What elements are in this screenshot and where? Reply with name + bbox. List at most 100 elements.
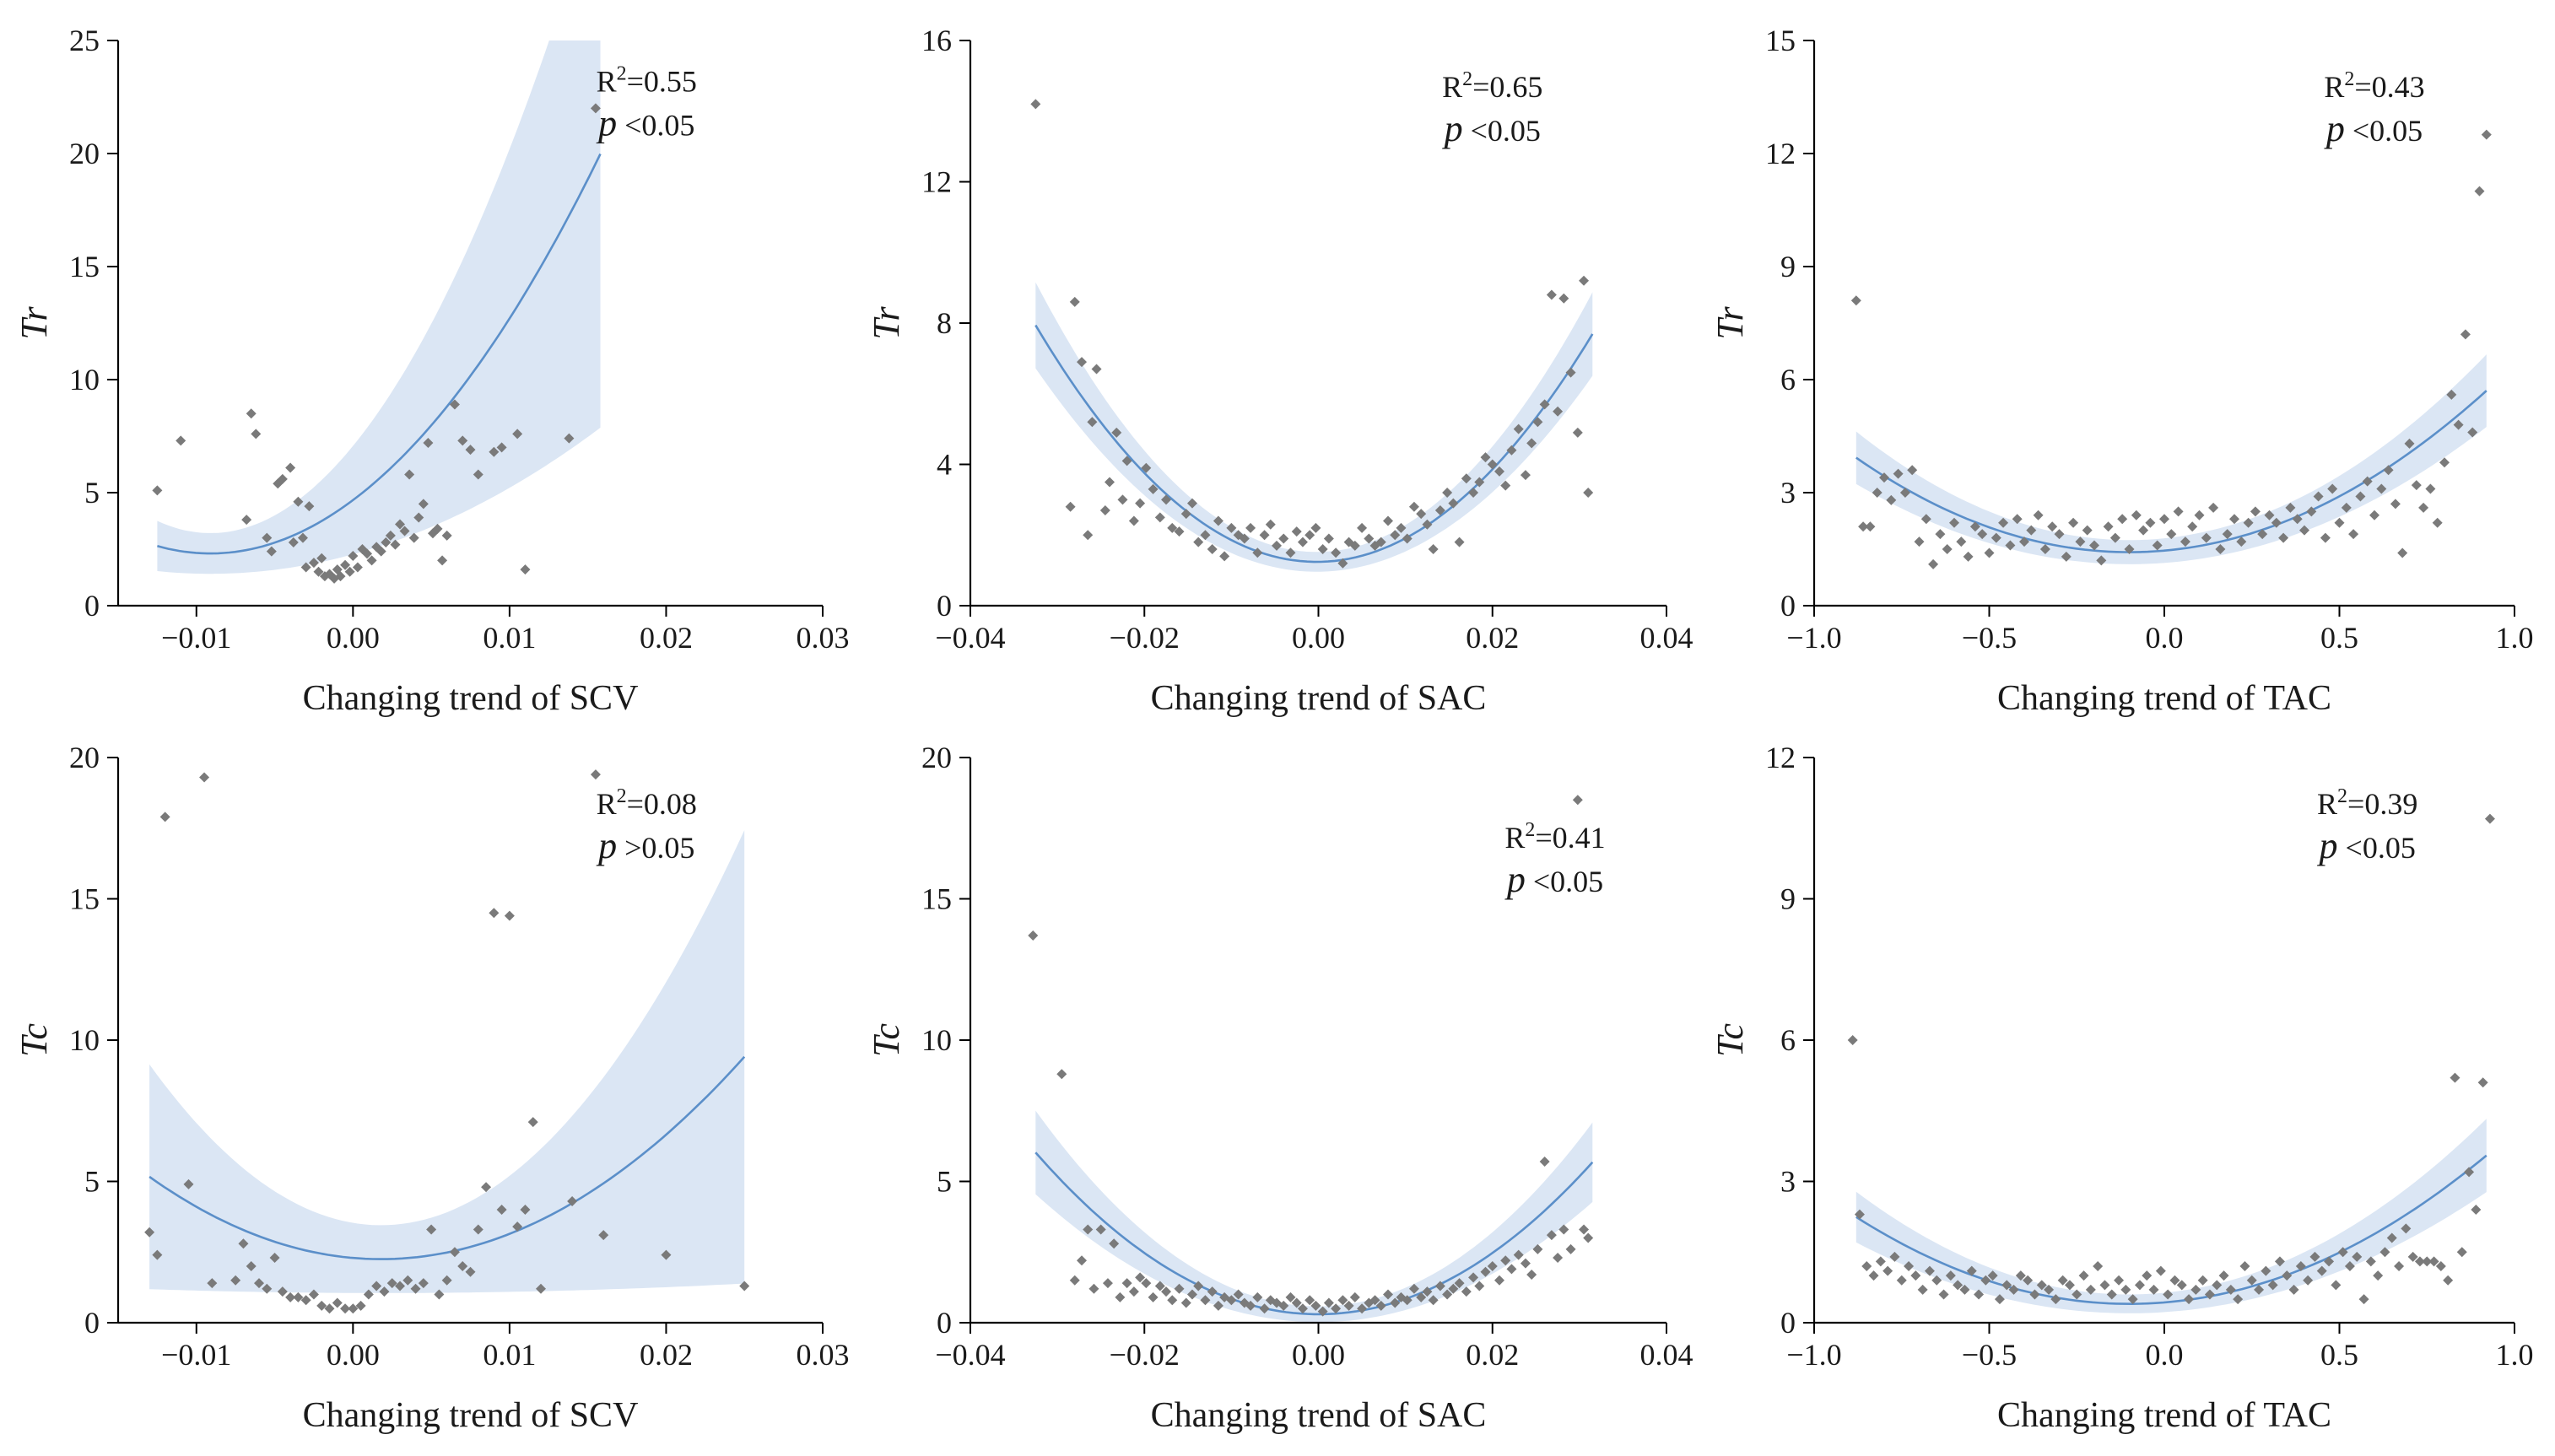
scatter-point [348, 551, 359, 562]
scatter-point [2484, 813, 2495, 824]
scatter-point [1297, 537, 1308, 547]
scatter-point [1402, 1295, 1413, 1306]
scatter-point [1102, 1278, 1113, 1289]
scatter-point [2422, 1256, 2433, 1267]
x-axis-title: Changing trend of SCV [303, 1396, 639, 1435]
scatter-point [1135, 1272, 1146, 1283]
scatter-point [395, 519, 405, 530]
scatter-point [2386, 1232, 2397, 1243]
scatter-point [2446, 389, 2457, 400]
x-tick-label: 0.02 [1466, 1338, 1519, 1372]
scatter-point [1969, 521, 1980, 532]
scatter-point [2334, 517, 2345, 528]
scatter-point [1121, 1278, 1132, 1289]
p-value-label: p <0.05 [1442, 108, 1541, 149]
chart-panel-5: −0.04 −0.02 0.00 0.02 0.04 0 5 10 15 20 Changing t… [866, 741, 1693, 1435]
scatter-point [313, 566, 324, 577]
scatter-point [1994, 1294, 2005, 1305]
scatter-point [2072, 1289, 2082, 1300]
scatter-point [418, 499, 429, 510]
scatter-point [2044, 1284, 2055, 1295]
scatter-point [2166, 529, 2177, 540]
scatter-point [1868, 1270, 1879, 1281]
scatter-point [1506, 1264, 1517, 1275]
scatter-point [1984, 547, 1995, 558]
scatter-point [1207, 544, 1218, 554]
scatter-point [1879, 472, 1889, 483]
chart-panel-3: −1.0 −0.5 0.0 0.5 1.0 0 3 6 9 12 15 Changing trend … [1710, 24, 2534, 718]
scatter-point [2124, 544, 2135, 554]
scatter-point [152, 1249, 163, 1260]
scatter-point [1956, 537, 1967, 547]
y-tick-label: 5 [84, 1165, 100, 1199]
scatter-point [399, 526, 410, 537]
scatter-point [1278, 533, 1289, 544]
scatter-point [496, 442, 507, 453]
scatter-point [2197, 1275, 2208, 1286]
scatter-point [1375, 1300, 1386, 1311]
scatter-point [2184, 1294, 2195, 1305]
scatter-point [1245, 1300, 1256, 1311]
scatter-point [2327, 483, 2338, 494]
scatter-point [1402, 533, 1413, 544]
x-tick-label: −0.04 [935, 1338, 1005, 1372]
scatter-point [2369, 510, 2379, 520]
scatter-point [2324, 1256, 2335, 1267]
scatter-point [1858, 521, 1869, 532]
scatter-point [2078, 1270, 2089, 1281]
scatter-point [1180, 509, 1191, 520]
scatter-point [739, 1281, 750, 1292]
scatter-point [1886, 494, 1897, 505]
scatter-point [2264, 510, 2275, 520]
scatter-point [404, 469, 415, 480]
x-tick-label: 0.03 [797, 621, 850, 655]
scatter-point [300, 1295, 311, 1306]
scatter-point [2439, 457, 2450, 468]
scatter-point [2271, 517, 2282, 528]
scatter-point [2047, 521, 2058, 532]
fit-curve [1855, 390, 2487, 553]
x-tick-label: 0.02 [640, 621, 693, 655]
scatter-point [1974, 1289, 1985, 1300]
scatter-point [2292, 514, 2303, 525]
scatter-point [288, 537, 299, 547]
x-tick-label: 0.02 [640, 1338, 693, 1372]
scatter-point [1966, 1265, 1977, 1276]
scatter-point [2450, 1072, 2460, 1083]
r-squared-superscript: 2 [617, 785, 627, 807]
scatter-point [1583, 1232, 1594, 1243]
scatter-point [1558, 1224, 1569, 1235]
scatter-point [1337, 1295, 1348, 1306]
scatter-point [1200, 1295, 1211, 1306]
scatter-points [1028, 795, 1594, 1317]
scatter-point [2061, 551, 2072, 562]
scatter-point [1390, 1297, 1401, 1308]
r-squared-value: =0.43 [2354, 70, 2424, 104]
scatter-point [449, 399, 460, 410]
scatter-point [362, 548, 373, 559]
chart-panel-4: −0.01 0.00 0.01 0.02 0.03 0 5 10 15 20 Changing tr… [14, 741, 850, 1435]
scatter-point [1442, 488, 1453, 498]
scatter-point [241, 515, 252, 526]
x-tick-label: 0.00 [327, 621, 380, 655]
r-squared-label: R2=0.65 [1442, 68, 1542, 104]
scatter-point [332, 1297, 343, 1308]
scatter-point [2093, 1261, 2104, 1271]
y-tick-label: 20 [69, 741, 100, 774]
scatter-point [567, 1195, 578, 1206]
chart-panel-1: −0.01 0.00 0.01 0.02 0.03 0 5 10 15 20 25 Changing … [14, 24, 850, 718]
scatter-point [2320, 532, 2331, 543]
scatter-point [355, 1300, 366, 1311]
scatter-point [1558, 293, 1569, 304]
scatter-point [1291, 526, 1302, 537]
scatter-point [251, 429, 262, 439]
x-axis-title: Changing trend of SAC [1151, 679, 1487, 718]
fit-curve [149, 1055, 746, 1260]
scatter-point [324, 1303, 335, 1314]
x-tick-label: −0.5 [1962, 1338, 2017, 1372]
scatter-point [1331, 1303, 1342, 1314]
scatter-point [2337, 1247, 2348, 1258]
scatter-point [2373, 1270, 2384, 1281]
scatter-point [2212, 1280, 2223, 1291]
y-axis-title: Tc [866, 1023, 907, 1057]
